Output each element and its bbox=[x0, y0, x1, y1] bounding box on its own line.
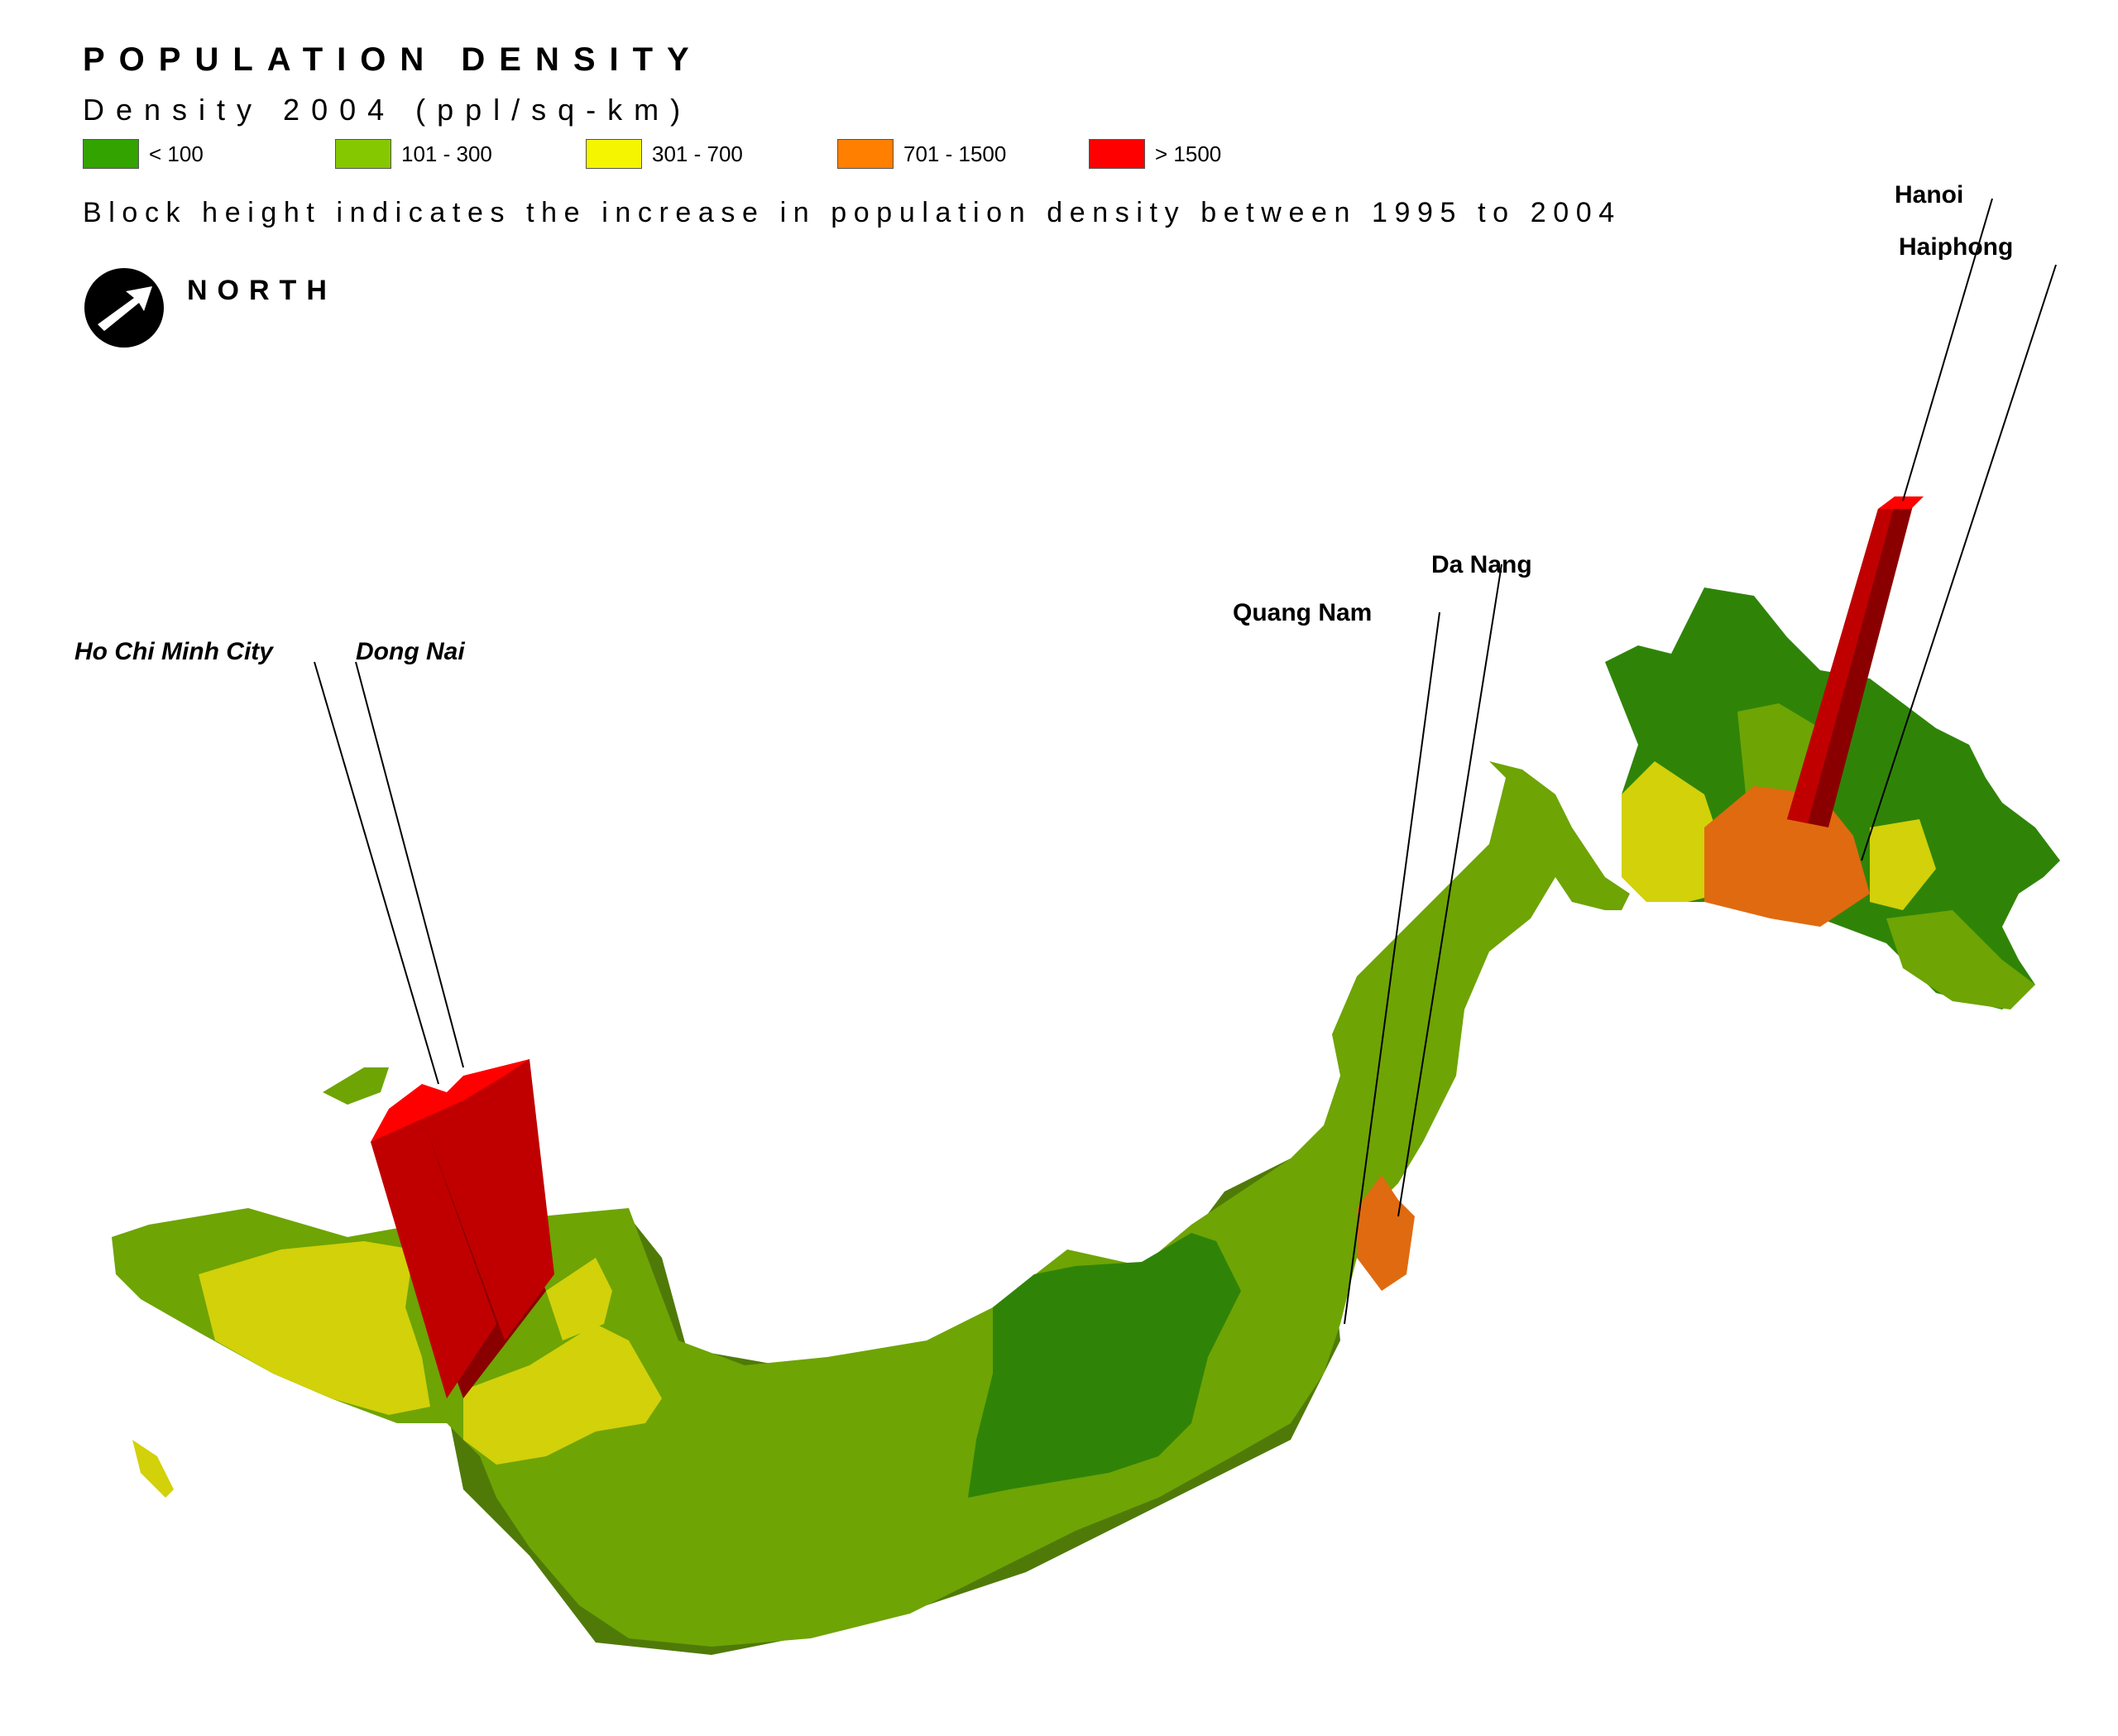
label-da-nang: Da Nang bbox=[1431, 551, 1532, 578]
leader-quang-nam bbox=[1344, 611, 1440, 1325]
legend-label: 301 - 700 bbox=[652, 141, 743, 166]
label-quang-nam: Quang Nam bbox=[1233, 599, 1372, 626]
legend-label: > 1500 bbox=[1155, 141, 1222, 166]
legend: < 100 101 - 300 301 - 700 701 - 1500 > 1… bbox=[83, 139, 1324, 172]
province-quang-ninh bbox=[1886, 910, 2035, 1009]
province-mekong-yellow bbox=[199, 1241, 430, 1415]
north-label: NORTH bbox=[187, 275, 337, 306]
column-hcmc bbox=[371, 1117, 496, 1398]
province-central-highlands bbox=[968, 1233, 1241, 1498]
hanoi-column bbox=[1787, 496, 1924, 827]
island-phu-quoc bbox=[323, 1067, 389, 1105]
column-dong-nai bbox=[422, 1059, 554, 1340]
north-arrow-icon bbox=[84, 268, 164, 348]
label-hanoi: Hanoi bbox=[1895, 181, 1963, 209]
map-title: POPULATION DENSITY bbox=[83, 41, 703, 78]
legend-item-701-1500: 701 - 1500 bbox=[837, 139, 1006, 169]
legend-swatch bbox=[83, 139, 139, 169]
legend-item-101-300: 101 - 300 bbox=[335, 139, 492, 169]
legend-label: 101 - 300 bbox=[401, 141, 492, 166]
legend-label: 701 - 1500 bbox=[903, 141, 1007, 166]
province-north-coast-yellow bbox=[1870, 819, 1936, 910]
leader-dong-nai bbox=[355, 661, 464, 1068]
province-east-yellow bbox=[546, 1258, 612, 1340]
column-top bbox=[371, 1059, 530, 1142]
legend-swatch bbox=[586, 139, 642, 169]
legend-item-over-1500: > 1500 bbox=[1089, 139, 1221, 169]
leader-haiphong bbox=[1861, 264, 2057, 861]
province-red-river-yellow bbox=[1622, 761, 1721, 902]
legend-swatch bbox=[837, 139, 894, 169]
map-subtitle: Density 2004 (ppl/sq-km) bbox=[83, 93, 692, 127]
province-dong-nai-area bbox=[463, 1324, 662, 1465]
legend-item-under-100: < 100 bbox=[83, 139, 204, 169]
island-con-dao bbox=[132, 1440, 174, 1498]
column-hanoi-top bbox=[1878, 496, 1924, 509]
leader-hanoi bbox=[1902, 198, 1993, 501]
legend-item-301-700: 301 - 700 bbox=[586, 139, 743, 169]
label-ho-chi-minh-city: Ho Chi Minh City bbox=[74, 638, 274, 665]
leader-hcmc bbox=[314, 661, 439, 1085]
label-dong-nai: Dong Nai bbox=[356, 638, 465, 665]
leader-lines bbox=[314, 198, 2057, 1325]
legend-label: < 100 bbox=[149, 141, 204, 166]
column-hanoi-front bbox=[1787, 505, 1895, 823]
hcmc-dong-nai-columns bbox=[371, 1059, 554, 1398]
legend-swatch bbox=[335, 139, 391, 169]
block-height-note: Block height indicates the increase in p… bbox=[83, 197, 1622, 228]
north-indicator: NORTH bbox=[83, 266, 331, 357]
leader-da-nang bbox=[1397, 563, 1502, 1217]
label-haiphong: Haiphong bbox=[1899, 233, 2013, 261]
legend-swatch bbox=[1089, 139, 1145, 169]
